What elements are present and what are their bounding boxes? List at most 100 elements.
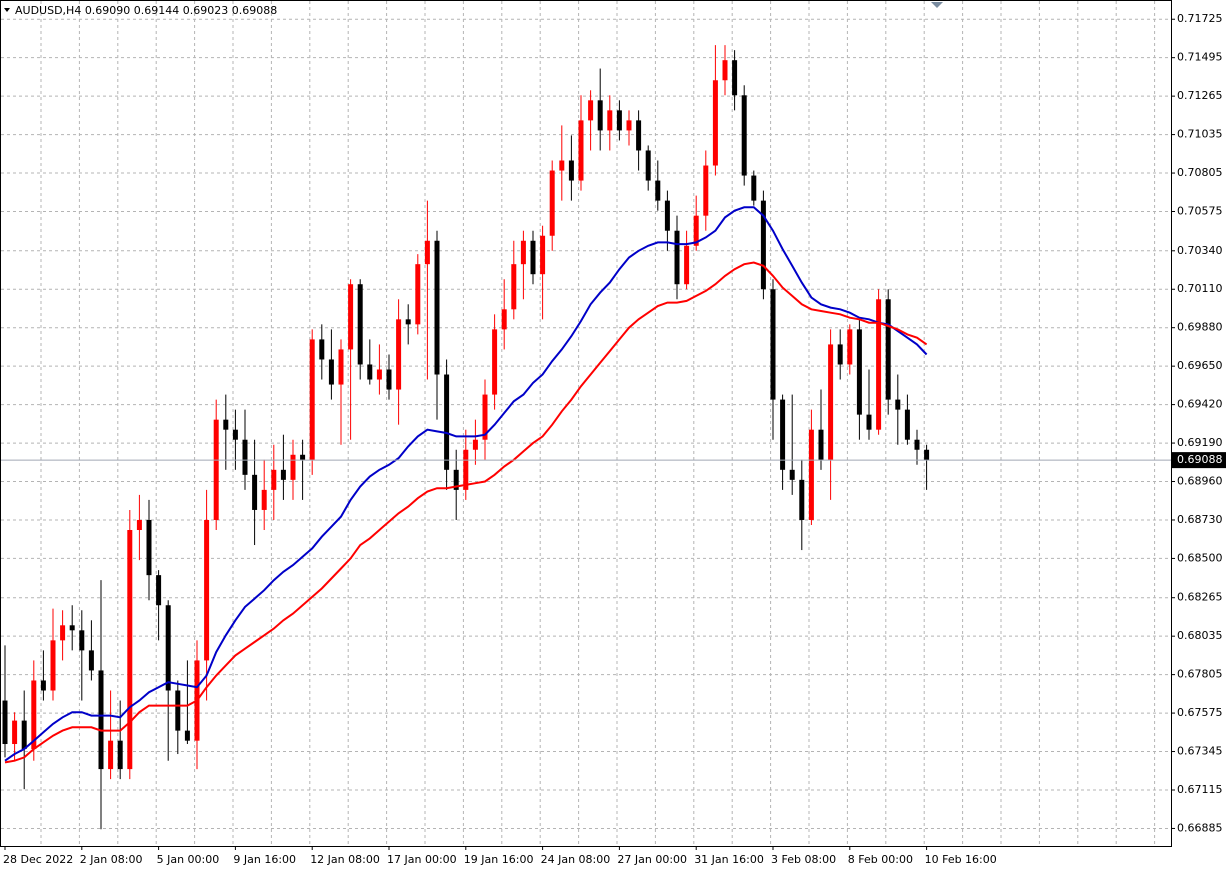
candle-body	[98, 670, 104, 770]
candle-body	[300, 454, 306, 460]
candle-body	[712, 80, 718, 166]
plot-frame	[0, 0, 1172, 847]
vertical-grid	[1, 1, 1171, 846]
y-tick-label: 0.71265	[1177, 89, 1223, 102]
x-tick-label: 8 Feb 00:00	[848, 853, 913, 866]
x-tick-label: 31 Jan 16:00	[694, 853, 764, 866]
candle-body	[280, 469, 286, 480]
candle-body	[914, 439, 920, 450]
x-tick-label: 5 Jan 00:00	[157, 853, 220, 866]
candle-body	[79, 630, 85, 651]
candle-body	[60, 625, 66, 641]
y-tick-label: 0.70575	[1177, 205, 1223, 218]
candle-body	[693, 215, 699, 246]
candle-body	[847, 329, 853, 365]
candle-body	[751, 175, 757, 201]
candle-body	[866, 414, 872, 430]
candle-body	[799, 479, 805, 520]
candle-body	[780, 399, 786, 470]
candle-body	[626, 120, 632, 131]
chart-title: AUDUSD,H4 0.69090 0.69144 0.69023 0.6908…	[15, 4, 277, 17]
candle-body	[559, 160, 565, 171]
x-tick-label: 3 Feb 08:00	[771, 853, 836, 866]
candle-body	[415, 264, 421, 325]
candle-body	[165, 605, 171, 691]
y-tick-label: 0.70340	[1177, 244, 1223, 257]
y-tick-label: 0.69880	[1177, 321, 1223, 334]
candle-body	[367, 364, 373, 380]
candle-body	[338, 349, 344, 385]
candle-body	[12, 720, 18, 745]
y-tick-label: 0.71495	[1177, 51, 1223, 64]
candle-body	[252, 474, 258, 510]
candle-body	[213, 419, 219, 520]
candle-body	[904, 409, 910, 440]
candle-body	[501, 309, 507, 330]
candle-body	[588, 100, 594, 121]
candle-body	[271, 469, 277, 490]
candle-body	[146, 519, 152, 576]
y-tick-label: 0.67575	[1177, 706, 1223, 719]
last-price-tag	[1171, 452, 1226, 469]
candle-body	[684, 245, 690, 285]
candle-body	[856, 329, 862, 415]
candle-body	[885, 299, 891, 400]
candle-body	[184, 730, 190, 741]
candle-body	[136, 519, 142, 531]
y-tick-label: 0.68265	[1177, 591, 1223, 604]
candle-body	[357, 284, 363, 365]
x-tick-label: 2 Jan 08:00	[80, 853, 143, 866]
candle-body	[828, 344, 834, 460]
candle-body	[261, 489, 267, 510]
x-tick-label: 12 Jan 08:00	[310, 853, 380, 866]
menu-triangle[interactable]	[4, 8, 10, 12]
y-tick-label: 0.71725	[1177, 12, 1223, 25]
candle-body	[319, 339, 325, 360]
candle-body	[789, 469, 795, 480]
y-tick-label: 0.67115	[1177, 783, 1223, 796]
candle-body	[492, 329, 498, 395]
candle-body	[242, 439, 248, 475]
candle-body	[741, 95, 747, 176]
candle-body	[396, 319, 402, 390]
candle-body	[2, 700, 8, 745]
moving-average-line	[4, 206, 928, 762]
candle-body	[453, 469, 459, 490]
candle-body	[597, 100, 603, 131]
candle-body	[386, 369, 392, 390]
candle-body	[645, 150, 651, 181]
candle-body	[540, 235, 546, 275]
y-tick-label: 0.69420	[1177, 398, 1223, 411]
candle-body	[376, 369, 382, 380]
candle-body	[616, 110, 622, 131]
candle-body	[444, 374, 450, 470]
y-tick-label: 0.68500	[1177, 551, 1223, 564]
candle-body	[818, 429, 824, 460]
y-tick-label: 0.68960	[1177, 475, 1223, 488]
y-tick-label: 0.66885	[1177, 821, 1223, 834]
x-tick-label: 19 Jan 16:00	[464, 853, 534, 866]
candle-body	[876, 299, 882, 430]
candle-body	[674, 230, 680, 285]
x-tick-label: 17 Jan 00:00	[387, 853, 457, 866]
candle-body	[549, 170, 555, 236]
candle-body	[348, 284, 354, 350]
x-tick-label: 10 Feb 16:00	[925, 853, 997, 866]
candle-body	[463, 449, 469, 490]
candle-body	[472, 439, 478, 450]
candle-body	[808, 429, 814, 520]
candle-body	[223, 419, 229, 430]
x-tick-label: 9 Jan 16:00	[233, 853, 296, 866]
y-tick-label: 0.67805	[1177, 668, 1223, 681]
candle-body	[232, 429, 238, 440]
y-tick-label: 0.70805	[1177, 166, 1223, 179]
candle-body	[703, 165, 709, 216]
candle-body	[69, 625, 75, 631]
candle-body	[117, 740, 123, 770]
candle-body	[578, 120, 584, 181]
shift-marker[interactable]	[931, 2, 943, 8]
candle-body	[655, 180, 661, 201]
y-tick-label: 0.68730	[1177, 513, 1223, 526]
x-tick-label: 27 Jan 00:00	[617, 853, 687, 866]
candle-body	[520, 240, 526, 265]
